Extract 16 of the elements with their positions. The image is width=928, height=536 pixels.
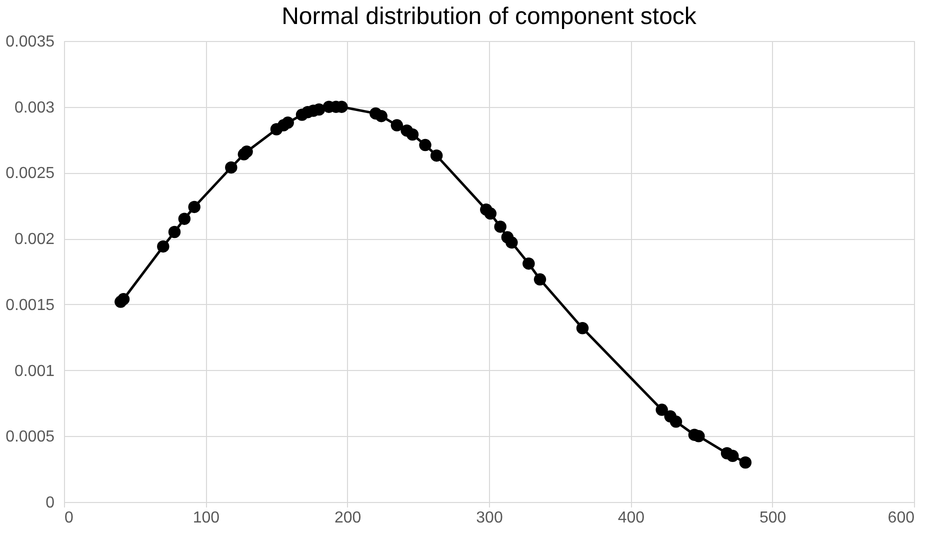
- x-tick-label: 0: [64, 510, 74, 526]
- x-tick-label: 400: [618, 510, 645, 526]
- x-tick-label: 500: [759, 510, 786, 526]
- y-tick-label: 0.003: [14, 99, 55, 116]
- y-tick-label: 0: [46, 494, 55, 512]
- y-tick-label: 0.0035: [6, 34, 55, 50]
- y-tick-label: 0.002: [14, 231, 55, 248]
- y-tick-label: 0.0015: [6, 296, 55, 314]
- y-tick-label: 0.0005: [6, 428, 55, 446]
- x-tick-label: 300: [476, 510, 503, 526]
- y-tick-label: 0.001: [14, 362, 55, 380]
- chart-title: Normal distribution of component stock: [282, 3, 698, 30]
- x-tick-label: 200: [334, 510, 362, 526]
- x-tick-label: 600: [888, 510, 915, 526]
- x-tick-label: 100: [192, 510, 220, 526]
- y-tick-label: 0.0025: [6, 165, 55, 182]
